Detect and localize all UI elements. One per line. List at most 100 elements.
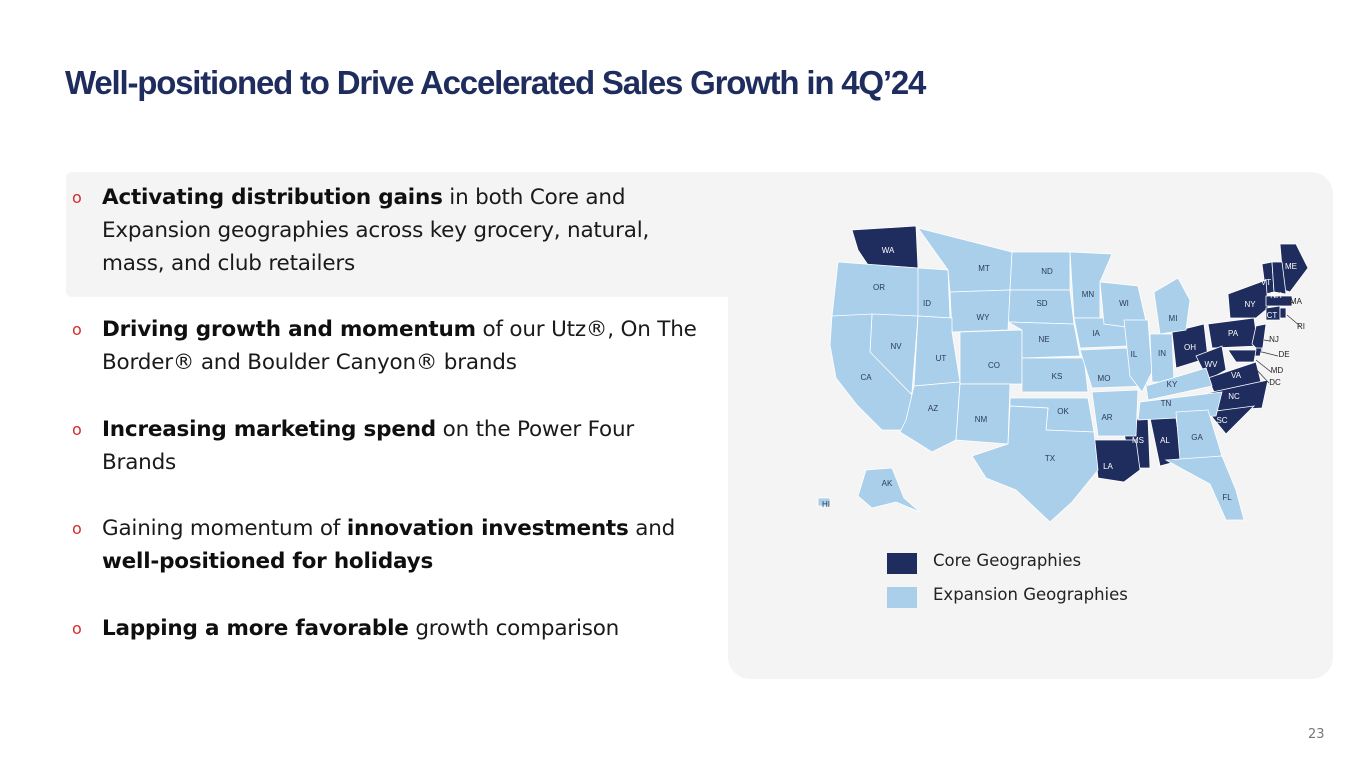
state-label-ky: KY [1167,380,1178,389]
state-md [1227,349,1257,363]
bullet-marker: o [72,320,82,339]
bullet-text: Gaining momentum of innovation investmen… [102,512,712,578]
state-label-wy: WY [977,313,991,322]
state-label-nh: NH [1270,291,1282,300]
slide-title: Well-positioned to Drive Accelerated Sal… [65,64,926,101]
state-label-mn: MN [1082,290,1095,299]
state-label-nv: NV [890,342,902,351]
state-sc [1207,405,1256,435]
state-label-ct: CT [1267,311,1278,320]
state-leader-line [1286,314,1301,327]
state-ct [1265,305,1281,321]
state-label-wa: WA [882,246,895,255]
state-label-nd: ND [1041,267,1053,276]
state-id [917,267,951,319]
state-mn [1069,251,1113,319]
state-label-ms: MS [1132,436,1144,445]
state-ne [1007,321,1081,359]
state-label-nc: NC [1228,392,1240,401]
state-ma [1265,295,1293,307]
state-in [1149,333,1175,383]
state-ut [913,315,961,387]
state-ri [1279,307,1287,319]
bullet-text: Lapping a more favorable growth comparis… [102,612,712,645]
state-label-dc: DC [1269,378,1281,387]
state-label-co: CO [988,361,1000,370]
state-leader-line [1284,300,1295,304]
state-ak [857,467,921,513]
bullet-item: o Gaining momentum of innovation investm… [72,512,712,578]
state-nj [1251,323,1267,355]
state-label-or: OR [873,283,885,292]
bullet-text: Driving growth and momentum of our Utz®,… [102,313,712,379]
state-label-ia: IA [1092,329,1100,338]
state-label-sc: SC [1216,416,1227,425]
state-leader-line [1263,339,1271,342]
state-label-tx: TX [1045,454,1056,463]
state-nd [1009,251,1071,291]
bullet-segment: innovation investments [346,516,629,541]
state-ny [1227,279,1269,319]
state-label-ut: UT [936,354,947,363]
state-label-de: DE [1278,350,1289,359]
state-label-va: VA [1231,371,1242,380]
state-label-mt: MT [978,264,990,273]
state-label-ny: NY [1244,300,1256,309]
state-label-id: ID [923,299,931,308]
state-il [1123,319,1153,393]
state-co [959,329,1023,385]
state-la [1093,439,1141,483]
legend-label-core: Core Geographies [933,551,1082,570]
state-label-in: IN [1158,349,1166,358]
state-label-ri: RI [1297,322,1305,331]
bullet-segment: and [628,516,676,541]
state-label-al: AL [1160,436,1170,445]
legend-swatch-core [887,553,917,574]
state-label-sd: SD [1036,299,1047,308]
bullet-segment: on the Power Four Brands [102,417,635,475]
legend-swatch-expansion [887,587,917,608]
state-label-il: IL [1131,350,1138,359]
state-fl [1164,455,1245,521]
bullet-segment: Increasing marketing spend [102,417,437,442]
state-label-ne: NE [1038,335,1049,344]
state-leader-line [1261,351,1279,357]
state-label-ca: CA [860,373,872,382]
state-label-pa: PA [1228,329,1239,338]
state-label-hi: HI [822,500,830,509]
highlight-band [66,172,756,297]
state-mi [1153,277,1191,335]
bullet-segment: Activating distribution gains [102,185,443,210]
state-label-ar: AR [1101,413,1112,422]
bullet-marker: o [72,619,82,638]
bullet-segment: of our Utz®, On The Border® and Boulder … [102,317,697,375]
state-az [899,381,961,453]
state-label-nm: NM [975,415,988,424]
bullet-text: Activating distribution gains in both Co… [102,181,712,280]
state-label-tn: TN [1161,399,1172,408]
bullet-text: Increasing marketing spend on the Power … [102,413,712,479]
state-label-fl: FL [1222,493,1232,502]
state-tx [971,405,1099,523]
state-label-oh: OH [1184,343,1196,352]
bullet-item: o Driving growth and momentum of our Utz… [72,313,712,379]
state-label-wi: WI [1119,299,1129,308]
bullet-segment: well-positioned for holidays [102,549,434,574]
state-label-ga: GA [1191,433,1203,442]
state-label-vt: VT [1261,278,1271,287]
state-label-ma: MA [1290,297,1303,306]
bullet-marker: o [72,420,82,439]
state-label-ks: KS [1052,372,1063,381]
state-leader-line [1255,359,1272,373]
bullet-segment: Gaining momentum of [102,516,347,541]
state-nh [1271,261,1287,295]
bullet-item: o Activating distribution gains in both … [72,181,712,280]
page-number: 23 [1308,727,1325,742]
state-label-nj: NJ [1269,335,1279,344]
state-label-me: ME [1285,262,1297,271]
state-label-ok: OK [1057,407,1069,416]
state-label-az: AZ [928,404,938,413]
bullet-segment: Driving growth and momentum [102,317,476,342]
state-label-la: LA [1103,462,1113,471]
